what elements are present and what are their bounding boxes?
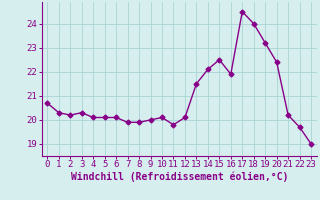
X-axis label: Windchill (Refroidissement éolien,°C): Windchill (Refroidissement éolien,°C) xyxy=(70,172,288,182)
